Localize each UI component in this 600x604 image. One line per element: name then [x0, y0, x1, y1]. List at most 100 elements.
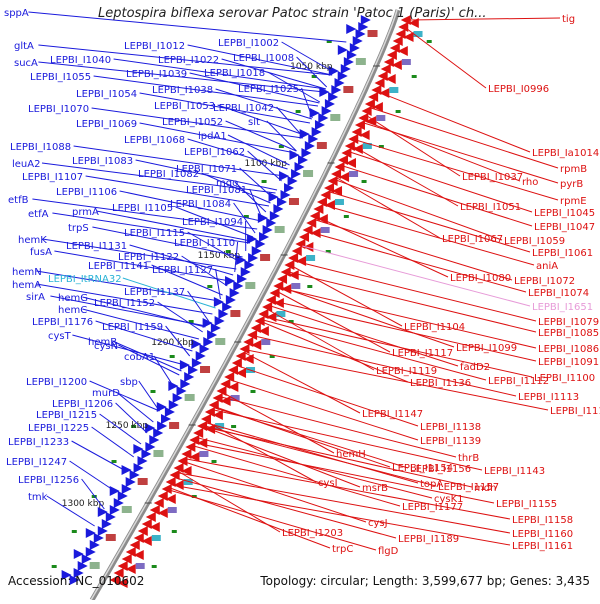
cog-category-box [106, 534, 116, 541]
right-gene-label: LEPBI_I1085 [538, 328, 599, 339]
left-gene-label: LEPBI_I1206 [52, 399, 113, 410]
right-gene-label: thrB [458, 453, 479, 464]
right-gene-label: LEPBI_I1177 [402, 502, 463, 513]
left-gene-label: hemK [18, 235, 47, 246]
gc-skew-marker [212, 460, 217, 463]
left-gene-label: sbp [120, 377, 138, 388]
right-gene-label: LEPBI_I1155 [496, 499, 557, 510]
left-gene-label: LEPBI_I1106 [56, 187, 117, 198]
left-gene-label: LEPBI_I1070 [28, 104, 89, 115]
right-gene-label: LEPBI_I1079 [538, 317, 599, 328]
left-gene-label: murD [92, 388, 120, 399]
right-gene-label: LEPBI_I1051 [460, 202, 521, 213]
left-gene-label: LEPBI_I1053 [154, 101, 215, 112]
right-gene-label: LEPBI_I1158 [512, 515, 573, 526]
left-gene-label: LEPBI_I1094 [182, 217, 243, 228]
right-gene-label: LEPBI_I1104 [404, 322, 465, 333]
cog-category-box [169, 422, 179, 429]
left-gene-label: LEPBI_I1008 [233, 53, 294, 64]
left-gene-label: LEPBI_I1200 [26, 377, 87, 388]
cog-category-box [303, 170, 313, 177]
left-gene-label: LEPBI_I1083 [72, 156, 133, 167]
right-gene-label: LEPBI_I1112 [488, 376, 549, 387]
cog-category-box [152, 535, 161, 541]
cog-category-box [275, 226, 285, 233]
gc-skew-marker [396, 110, 401, 113]
left-gene-label: LEPBI_ItRNA32 [48, 274, 122, 285]
left-gene-label: LEPBI_I1127 [152, 265, 213, 276]
left-label-connector [216, 269, 221, 299]
right-gene-label: LEPBI_I1114 [550, 406, 600, 417]
left-gene-label: LEPBI_I1110 [174, 238, 235, 249]
right-label-connector [292, 266, 402, 326]
left-gene-label: LEPBI_I1152 [94, 298, 155, 309]
right-gene-label: LEPBI_I0996 [488, 84, 549, 95]
gc-skew-marker [362, 180, 367, 183]
plus-strand-feature [346, 24, 356, 34]
right-gene-label: tig [562, 14, 575, 25]
map-title: Leptospira biflexa serovar Patoc strain … [98, 6, 518, 21]
right-label-connector [194, 446, 400, 506]
left-gene-label: LEPBI_I1055 [30, 72, 91, 83]
right-label-connector [317, 217, 448, 277]
cog-category-box [389, 87, 398, 93]
left-gene-label: cysT [48, 331, 72, 342]
cog-category-box [376, 115, 385, 121]
left-gene-label: LEPBI_I1082 [138, 169, 199, 180]
left-gene-label: hemC [58, 305, 87, 316]
right-gene-label: LEPBI_Ia1014 [532, 148, 599, 159]
gc-skew-marker [296, 110, 301, 113]
plus-strand-feature [338, 45, 348, 55]
left-gene-label: sucA [14, 58, 38, 69]
left-gene-label: LEPBI_I1225 [28, 423, 89, 434]
plus-strand-feature [310, 108, 320, 118]
gc-skew-marker [150, 390, 155, 393]
left-gene-label: LEPBI_I1107 [22, 172, 83, 183]
left-gene-label: LEPBI_I1018 [204, 68, 265, 79]
right-label-connector [295, 261, 536, 321]
left-label-connector [250, 189, 263, 219]
left-gene-label: LEPBI_I1022 [158, 55, 219, 66]
cog-category-box [330, 114, 340, 121]
cog-category-box [260, 254, 270, 261]
left-gene-label: LEPBI_I1088 [10, 142, 71, 153]
cog-category-box [291, 283, 300, 289]
cog-category-box [136, 563, 145, 569]
left-gene-label: hemN [12, 267, 42, 278]
left-gene-label: LEPBI_I1039 [126, 69, 187, 80]
right-gene-label: LEPBI_I1045 [534, 208, 595, 219]
cog-category-box [343, 86, 353, 93]
left-gene-label: LEPBI_I1069 [76, 119, 137, 130]
right-gene-label: LEPBI_I1059 [504, 236, 565, 247]
right-gene-label: LEPBI_I1067 [442, 234, 503, 245]
accession-text: Accession: NC_010602 [8, 574, 144, 588]
cog-category-box [199, 451, 208, 457]
right-gene-label: LEPBI_I1161 [512, 541, 573, 552]
right-gene-label: LEPBI_I1091 [538, 357, 599, 368]
right-gene-label: LEPBI_I1113 [518, 392, 579, 403]
left-gene-label: LEPBI_I1062 [184, 147, 245, 158]
left-gene-label: LEPBI_I1012 [124, 41, 185, 52]
right-gene-label: LEPBI_I1651 [532, 302, 593, 313]
cog-category-box [368, 30, 378, 37]
left-gene-label: LEPBI_I1068 [124, 135, 185, 146]
left-gene-label: LEPBI_I1131 [66, 241, 127, 252]
right-gene-label: LEPBI_I1072 [514, 276, 575, 287]
left-gene-label: LEPBI_I1141 [88, 261, 149, 272]
left-gene-label: LEPBI_I1002 [218, 38, 279, 49]
plus-strand-feature [289, 150, 299, 160]
left-gene-label: LEPBI_I1247 [6, 457, 67, 468]
right-label-connector [169, 490, 376, 550]
cog-category-box [289, 198, 299, 205]
right-gene-label: LEPBI_I1139 [420, 436, 481, 447]
cog-category-box [402, 59, 411, 65]
gc-skew-marker [72, 530, 77, 533]
right-gene-label: aniA [536, 261, 558, 272]
left-gene-label: cobA1 [124, 352, 155, 363]
cog-category-box [153, 450, 163, 457]
cog-category-box [335, 199, 344, 205]
cog-category-box [200, 366, 210, 373]
cog-category-box [356, 58, 366, 65]
